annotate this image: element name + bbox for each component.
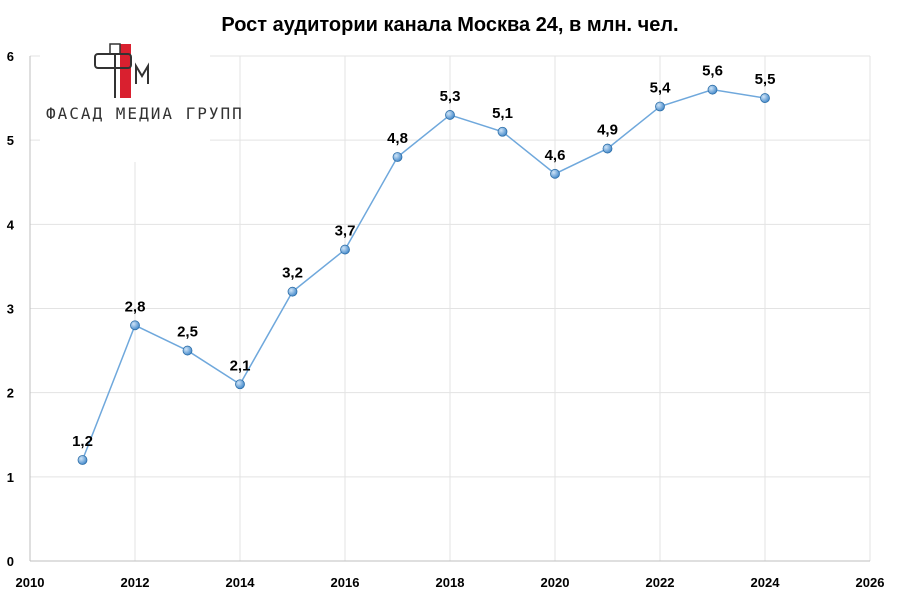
- axes: 0 1 2 3 4 5 6 2010 2012 2014 2016 2018 2020 2022 2024 2…: [7, 49, 885, 590]
- data-label: 4,8: [387, 130, 408, 147]
- data-point: [392, 152, 403, 162]
- data-point: [77, 455, 88, 465]
- data-label: 4,6: [545, 147, 566, 164]
- series-layer: [77, 84, 770, 465]
- x-tick-label: 2010: [16, 575, 45, 590]
- y-tick-label: 5: [7, 133, 14, 148]
- x-tick-label: 2024: [751, 575, 781, 590]
- data-point: [707, 84, 718, 95]
- grid: [30, 55, 871, 561]
- data-label: 4,9: [597, 122, 618, 139]
- data-label: 3,2: [282, 265, 303, 282]
- y-tick-label: 0: [7, 554, 14, 569]
- data-point: [130, 320, 140, 331]
- data-point: [182, 345, 193, 356]
- data-point: [445, 110, 455, 120]
- data-label: 2,1: [230, 357, 251, 374]
- data-point: [340, 244, 350, 255]
- data-point: [550, 168, 560, 179]
- x-tick-label: 2016: [331, 575, 360, 590]
- chart-title: Рост аудитории канала Москва 24, в млн. …: [221, 14, 678, 36]
- x-tick-label: 2026: [856, 575, 885, 590]
- y-tick-label: 3: [7, 302, 14, 317]
- x-tick-label: 2018: [436, 575, 465, 590]
- data-point: [235, 379, 245, 390]
- y-tick-label: 1: [7, 470, 14, 485]
- data-label: 5,4: [650, 80, 672, 97]
- data-point: [655, 101, 665, 112]
- data-label: 5,6: [702, 63, 723, 80]
- data-labels: 1,2 2,8 2,5 2,1 3,2 3,7 4,8 5,3 5,1 4,6 4,9 5,4 5,6 5…: [72, 63, 775, 450]
- y-tick-label: 2: [7, 386, 14, 401]
- data-label: 5,5: [755, 71, 776, 88]
- data-point: [602, 143, 613, 154]
- data-label: 5,3: [440, 88, 461, 105]
- x-tick-label: 2020: [541, 575, 570, 590]
- data-point: [760, 93, 770, 103]
- y-tick-label: 6: [7, 49, 14, 64]
- series-line: [81, 88, 766, 461]
- data-label: 5,1: [492, 105, 513, 122]
- x-tick-label: 2012: [121, 575, 150, 590]
- data-label: 3,7: [335, 223, 356, 240]
- data-label: 2,5: [177, 324, 198, 341]
- data-label: 1,2: [72, 433, 93, 450]
- company-logo: ФАСАД МЕДИА ГРУПП: [40, 40, 242, 162]
- data-point: [497, 126, 508, 137]
- data-label: 2,8: [125, 298, 146, 315]
- x-tick-label: 2014: [226, 575, 256, 590]
- data-point: [287, 286, 298, 297]
- x-tick-label: 2022: [646, 575, 675, 590]
- logo-mark-icon: [94, 43, 149, 98]
- y-tick-label: 4: [7, 217, 15, 232]
- logo-text: ФАСАД МЕДИА ГРУПП: [46, 104, 244, 123]
